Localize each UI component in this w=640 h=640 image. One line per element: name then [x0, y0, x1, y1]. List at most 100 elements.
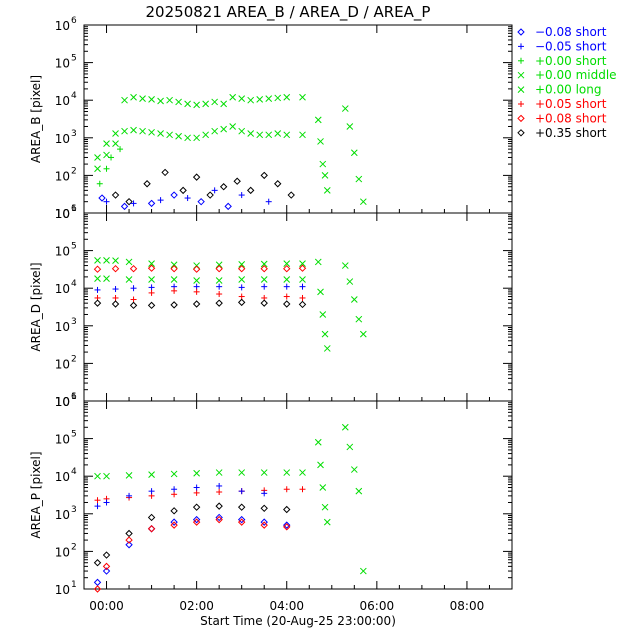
data-point — [102, 562, 111, 571]
data-point — [215, 299, 223, 307]
data-point — [157, 197, 164, 204]
data-point — [321, 172, 329, 179]
data-point — [94, 257, 101, 264]
data-point — [299, 294, 306, 301]
data-point — [314, 258, 322, 266]
data-point — [298, 300, 307, 309]
legend-marker — [517, 28, 525, 36]
data-point — [247, 130, 255, 137]
data-point — [215, 261, 223, 269]
y-tick-label: 10 — [55, 245, 70, 259]
data-point — [260, 171, 268, 180]
panel-frame — [83, 400, 513, 590]
data-point — [192, 503, 201, 511]
y-tick-exponent: 4 — [71, 91, 77, 101]
data-point — [283, 293, 290, 300]
y-axis-label: AREA_P [pixel] — [29, 451, 43, 538]
y-tick-exponent: 6 — [71, 204, 77, 214]
data-point — [350, 149, 358, 157]
data-point — [125, 529, 133, 538]
y-tick-exponent: 3 — [71, 505, 77, 515]
data-point — [193, 277, 200, 284]
data-point — [299, 469, 306, 476]
data-point — [260, 469, 268, 476]
data-point — [229, 123, 237, 130]
data-point — [238, 488, 245, 495]
data-point — [197, 197, 205, 206]
data-point — [237, 298, 246, 307]
data-point — [355, 487, 363, 495]
y-tick-exponent: 5 — [71, 242, 77, 252]
data-point — [346, 123, 354, 130]
y-tick-exponent: 6 — [71, 392, 77, 402]
data-point — [171, 486, 178, 493]
data-point — [103, 198, 110, 205]
data-point — [260, 299, 268, 307]
data-point — [215, 502, 223, 510]
data-point — [317, 288, 324, 296]
y-tick-label: 10 — [55, 94, 70, 108]
data-point — [193, 134, 200, 142]
data-point — [211, 98, 219, 106]
x-tick-label: 02:00 — [179, 599, 214, 613]
data-point — [283, 131, 291, 139]
data-point — [260, 521, 268, 529]
data-point — [148, 284, 155, 291]
y-tick-exponent: 1 — [71, 204, 77, 214]
y-tick-exponent: 3 — [71, 317, 77, 327]
data-point — [111, 264, 120, 273]
data-point — [319, 160, 327, 168]
y-tick-exponent: 3 — [71, 129, 77, 139]
legend-label: +0.00 long — [535, 83, 602, 97]
data-point — [120, 202, 129, 211]
data-point — [193, 469, 200, 477]
data-point — [111, 191, 120, 199]
data-point — [323, 345, 331, 352]
data-point — [94, 286, 101, 293]
legend: −0.08 short−0.05 short+0.00 short+0.00 m… — [517, 25, 617, 140]
data-point — [238, 95, 246, 102]
data-point — [274, 130, 282, 137]
data-point — [148, 289, 155, 296]
data-point — [111, 300, 120, 308]
data-point — [126, 492, 133, 499]
data-point — [139, 95, 146, 102]
data-point — [157, 130, 164, 137]
y-tick-exponent: 6 — [71, 16, 77, 26]
data-point — [112, 257, 119, 265]
data-point — [193, 283, 200, 290]
data-point — [283, 469, 291, 476]
y-tick-label: 10 — [55, 169, 70, 183]
legend-label: +0.00 middle — [535, 68, 617, 82]
data-point — [148, 471, 155, 478]
data-point — [192, 515, 201, 524]
data-point — [299, 131, 306, 139]
data-point — [346, 443, 354, 451]
panel-frame — [83, 24, 513, 214]
data-point — [129, 301, 138, 310]
y-tick-exponent: 4 — [71, 467, 77, 477]
data-point — [256, 131, 264, 139]
y-tick-exponent: 5 — [71, 430, 77, 440]
y-tick-label: 10 — [55, 207, 70, 221]
data-point — [237, 264, 246, 273]
data-point — [112, 130, 119, 137]
data-point — [148, 276, 155, 283]
chart-title: 20250821 AREA_B / AREA_D / AREA_P — [146, 3, 431, 22]
data-point — [129, 264, 138, 273]
data-point — [147, 525, 156, 533]
data-point — [260, 504, 268, 513]
data-point — [125, 197, 133, 206]
data-point — [170, 301, 178, 309]
x-tick-label: 04:00 — [269, 599, 304, 613]
data-point — [216, 291, 223, 298]
data-point — [93, 265, 102, 273]
x-axis-label: Start Time (20-Aug-25 23:00:00) — [200, 614, 396, 628]
data-point — [341, 105, 349, 112]
y-tick-label: 10 — [55, 282, 70, 296]
data-point — [256, 96, 264, 103]
data-point — [283, 486, 290, 493]
y-tick-exponent: 5 — [71, 54, 77, 64]
data-point — [317, 138, 324, 145]
data-point — [283, 300, 291, 308]
